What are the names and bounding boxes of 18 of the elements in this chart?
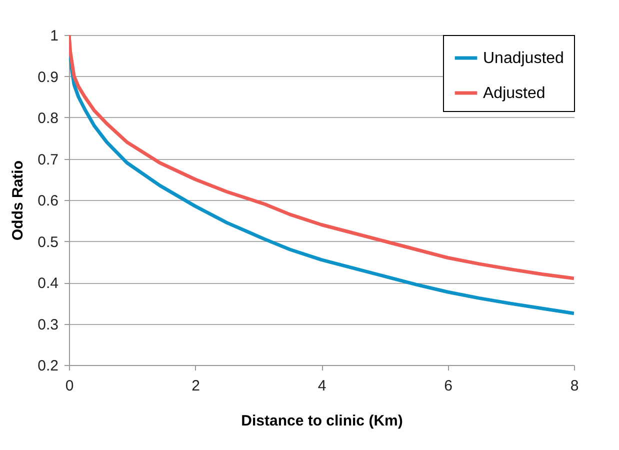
y-tick-label: 1 bbox=[50, 28, 58, 44]
x-tick-label: 4 bbox=[318, 378, 326, 394]
y-tick-label: 0.7 bbox=[38, 151, 58, 168]
x-axis-title: Distance to clinic (Km) bbox=[241, 412, 403, 430]
x-tick-label: 0 bbox=[65, 378, 74, 394]
y-tick-label: 0.3 bbox=[38, 316, 58, 334]
x-tick-label: 8 bbox=[570, 378, 579, 394]
legend-label: Adjusted bbox=[483, 85, 546, 102]
y-tick-label: 0.9 bbox=[38, 68, 58, 86]
y-tick-label: 0.2 bbox=[38, 358, 58, 374]
x-tick-label: 6 bbox=[444, 378, 452, 394]
y-tick-label: 0.8 bbox=[38, 110, 58, 127]
y-tick-label: 0.6 bbox=[38, 192, 58, 210]
y-tick-label: 0.4 bbox=[38, 275, 58, 292]
y-tick-label: 0.5 bbox=[38, 234, 58, 251]
x-tick-label: 2 bbox=[192, 378, 200, 394]
legend-label: Unadjusted bbox=[483, 50, 564, 67]
y-axis-title: Odds Ratio bbox=[10, 160, 27, 241]
